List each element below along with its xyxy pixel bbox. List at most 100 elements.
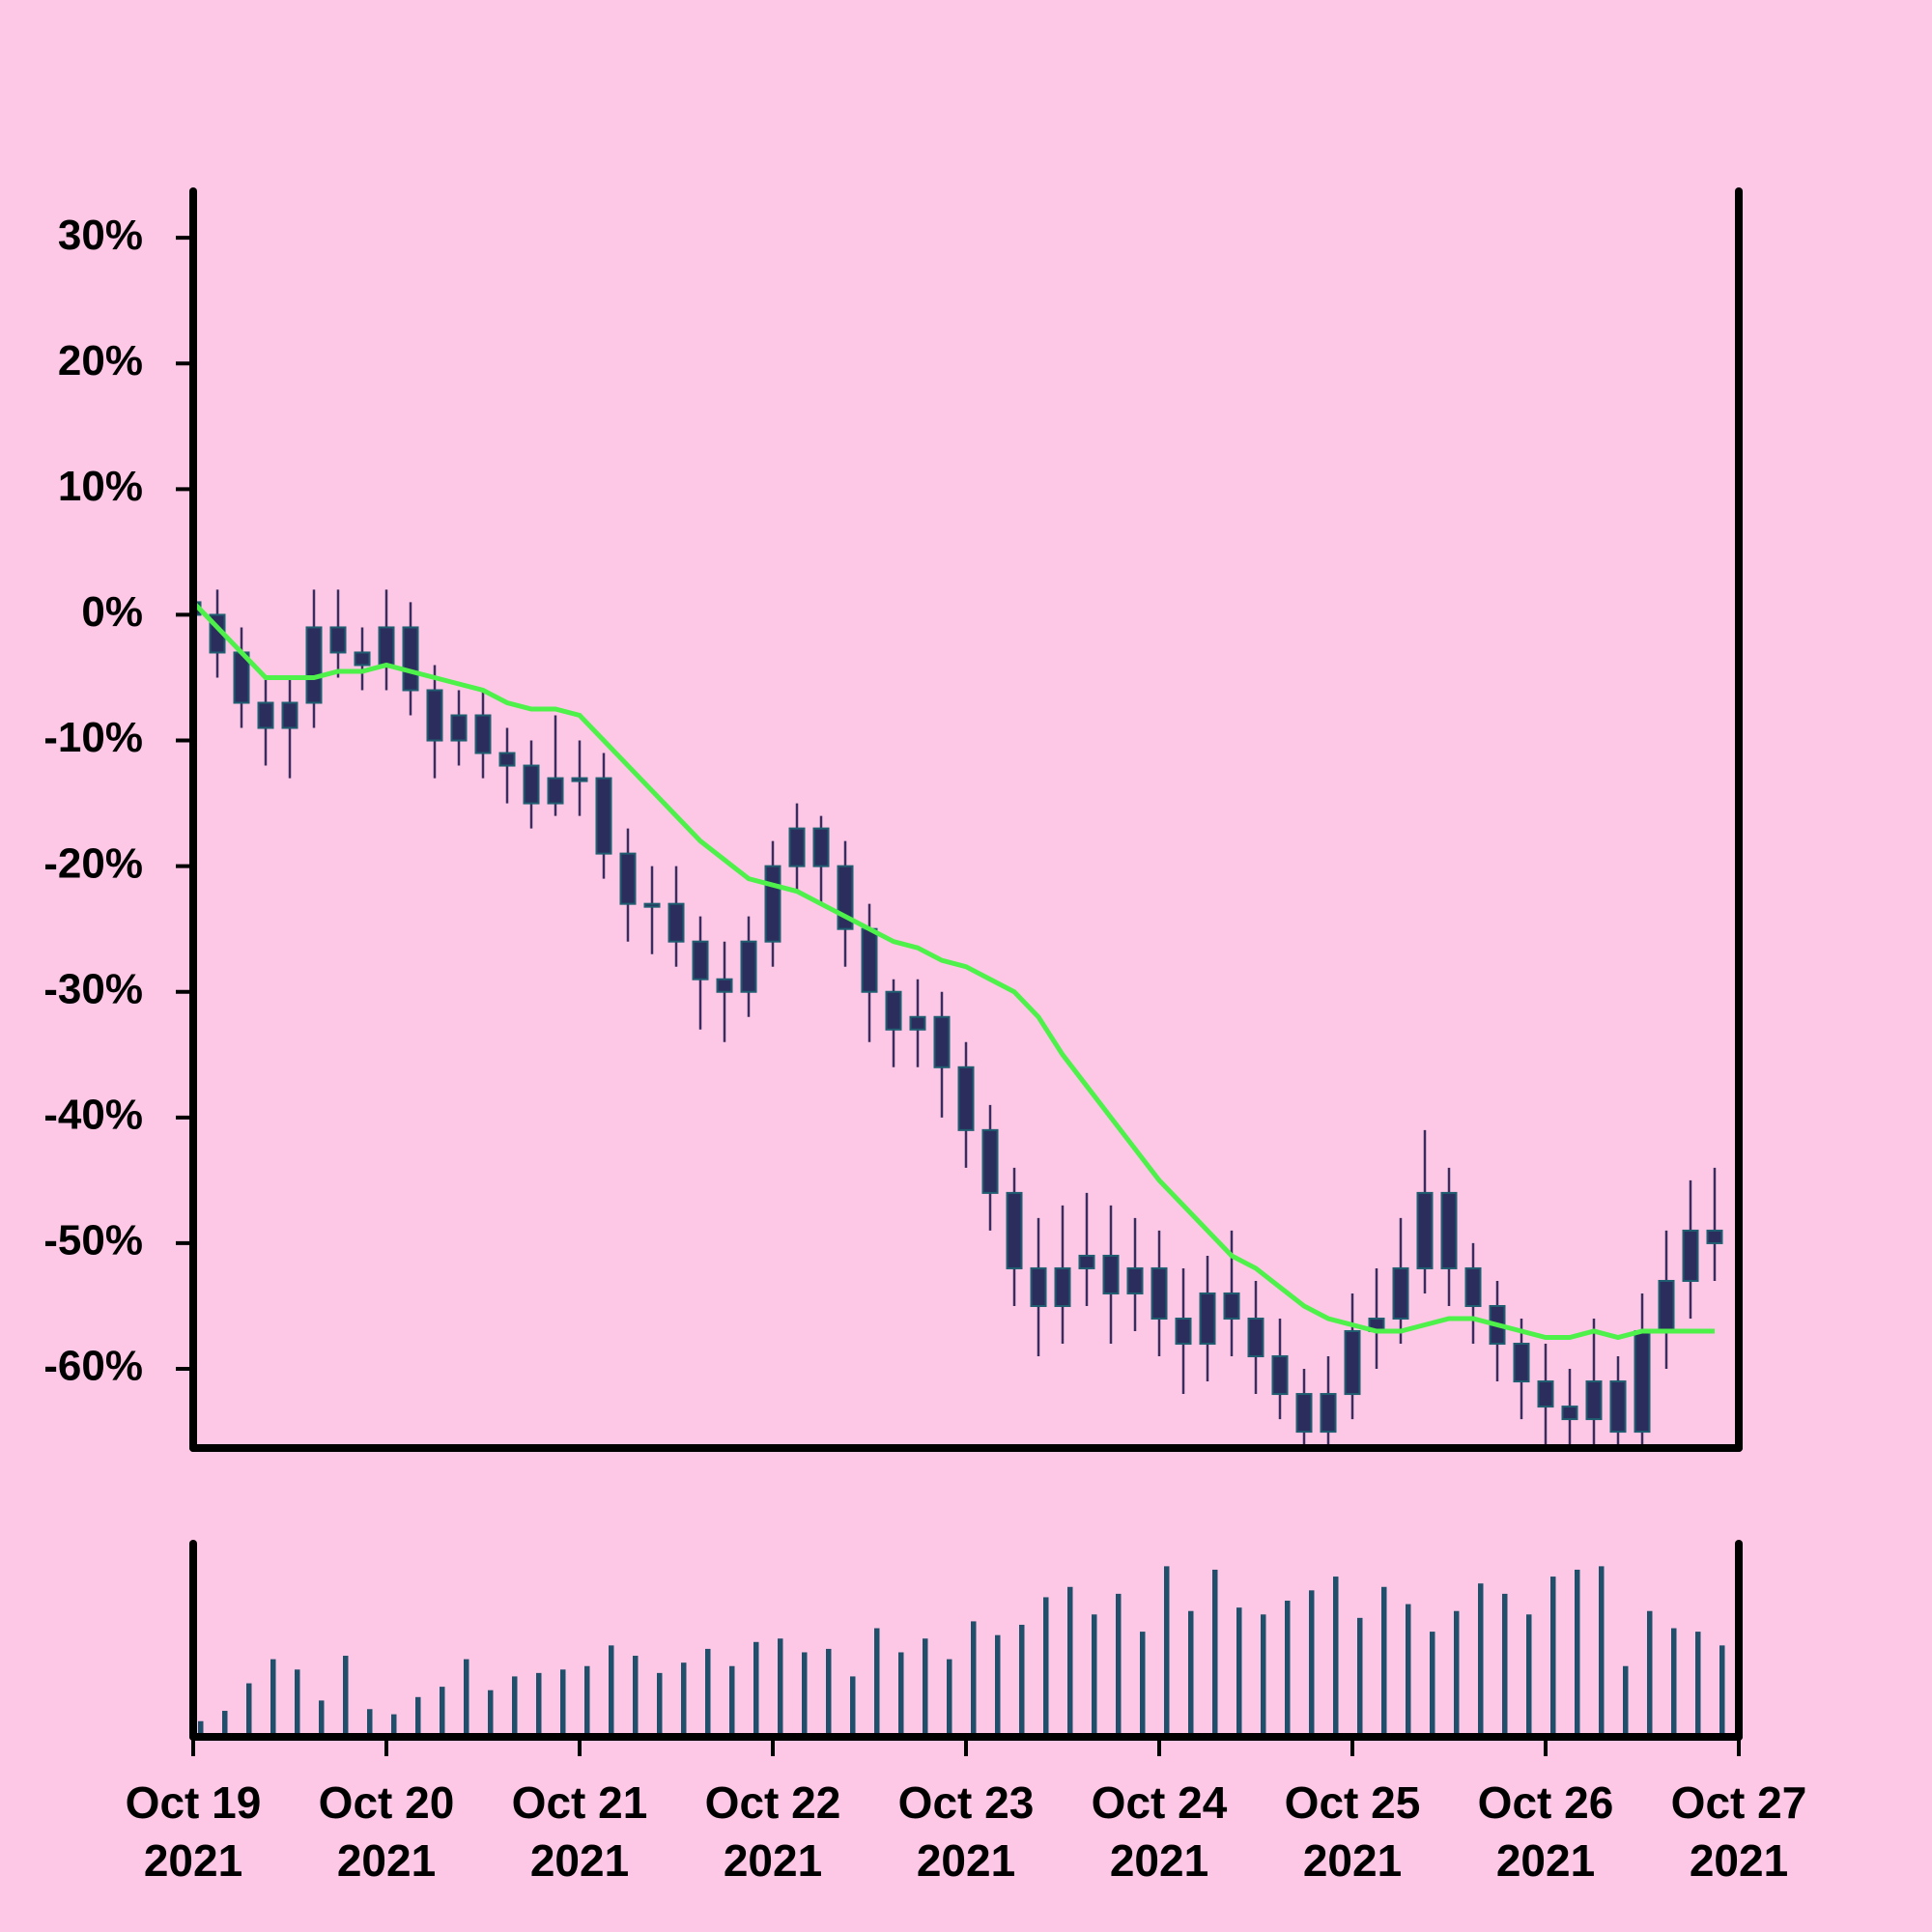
volume-bar [1430, 1632, 1435, 1735]
volume-bar [1116, 1593, 1122, 1735]
y-tick-label: 0% [81, 588, 143, 636]
volume-bar [1381, 1586, 1387, 1735]
candle-body [716, 978, 733, 993]
candle-body [668, 902, 685, 943]
candle-body [547, 777, 564, 805]
y-tick-label: 20% [58, 337, 143, 384]
y-tick-label: 30% [58, 212, 143, 259]
volume-bar [270, 1659, 276, 1735]
candle-body [1537, 1380, 1554, 1408]
volume-bar [464, 1659, 469, 1735]
volume-bar [440, 1687, 445, 1735]
volume-bar [1236, 1607, 1242, 1735]
x-tick-label: Oct 26 2021 [1477, 1777, 1614, 1886]
candle-body [1199, 1292, 1216, 1346]
volume-bar [778, 1638, 783, 1735]
x-tick-label: Oct 19 2021 [125, 1777, 262, 1886]
volume-bar [1019, 1624, 1025, 1735]
volume-bar [971, 1621, 977, 1735]
candle-body [957, 1065, 975, 1131]
candle-body [1344, 1330, 1361, 1396]
volume-bar [1406, 1604, 1411, 1735]
volume-bar [995, 1634, 1001, 1735]
candle-body [1126, 1266, 1144, 1294]
volume-bar [584, 1665, 590, 1735]
volume-bar [512, 1676, 518, 1735]
candle-body [1151, 1266, 1168, 1320]
volume-bar [319, 1700, 325, 1735]
candle-body [1658, 1279, 1675, 1333]
candle-body [523, 764, 540, 805]
y-tick-label: -40% [43, 1091, 143, 1138]
volume-bar [1623, 1665, 1629, 1735]
x-tick-label: Oct 22 2021 [704, 1777, 841, 1886]
candle-body [1609, 1380, 1627, 1434]
candle-body [257, 701, 274, 729]
volume-bar [295, 1669, 300, 1735]
frame [189, 187, 1743, 1741]
volume-bar [753, 1641, 759, 1735]
candle-body [1223, 1292, 1240, 1320]
x-tick-label: Oct 20 2021 [318, 1777, 455, 1886]
volume-bar [1067, 1586, 1073, 1735]
volume-bar [343, 1656, 349, 1735]
volume-bar [560, 1669, 566, 1735]
candle-body [1295, 1393, 1313, 1434]
ticks: -60% -50% -40% -30% -20% -10% 0% 10% 20% 30% [43, 212, 1741, 1756]
candle-body [571, 777, 588, 782]
candle-body [861, 927, 878, 993]
candle-body [1706, 1229, 1723, 1244]
candle-body [329, 626, 347, 654]
volume-bar [246, 1683, 252, 1735]
candle-body [305, 626, 323, 704]
candle-body [643, 902, 661, 908]
volume-bar [1671, 1628, 1677, 1735]
volume-bar [1261, 1614, 1266, 1735]
volume-bar [923, 1638, 928, 1735]
volume-bar [1309, 1590, 1315, 1735]
candle-body [474, 714, 492, 754]
candle-body [1102, 1254, 1120, 1294]
candle-body [909, 1015, 926, 1031]
volume-bar [826, 1648, 832, 1735]
moving-average [193, 600, 1715, 1341]
candle-body [378, 626, 395, 667]
candle-body [595, 777, 612, 855]
volume-bar [222, 1711, 228, 1735]
candle-body [1271, 1355, 1289, 1396]
volume-bar [367, 1709, 373, 1735]
volume-bar [536, 1672, 542, 1735]
volume-bar [1550, 1577, 1556, 1735]
y-tick-label: 10% [58, 463, 143, 510]
candle-body [933, 1015, 951, 1068]
candle-body [1634, 1330, 1651, 1434]
volume-bar [1719, 1645, 1725, 1735]
volume-bar [1092, 1614, 1097, 1735]
volume-bar [1164, 1566, 1170, 1735]
volume-bar [1526, 1614, 1532, 1735]
candle-body [354, 651, 371, 667]
volume-panel [198, 1566, 1725, 1735]
volume-bar [947, 1659, 952, 1735]
volume-bar [1188, 1610, 1194, 1735]
volume-bar [1333, 1577, 1339, 1735]
x-tick-label: Oct 21 2021 [511, 1777, 648, 1886]
volume-bar [1575, 1569, 1580, 1735]
y-tick-label: -20% [43, 839, 143, 887]
volume-bar [681, 1662, 687, 1735]
candle-body [1078, 1254, 1095, 1269]
volume-bar [874, 1628, 880, 1735]
candle-body [885, 990, 902, 1031]
candle-body [812, 827, 830, 867]
candle-body [1440, 1191, 1458, 1269]
x-tick-label: Oct 24 2021 [1091, 1777, 1228, 1886]
volume-bar [1454, 1610, 1460, 1735]
volume-bar [1695, 1632, 1701, 1735]
candle-body [426, 689, 443, 742]
volume-bar [1599, 1566, 1605, 1735]
volume-bar [802, 1652, 808, 1735]
volume-bar [729, 1665, 735, 1735]
volume-bar [1285, 1601, 1291, 1735]
